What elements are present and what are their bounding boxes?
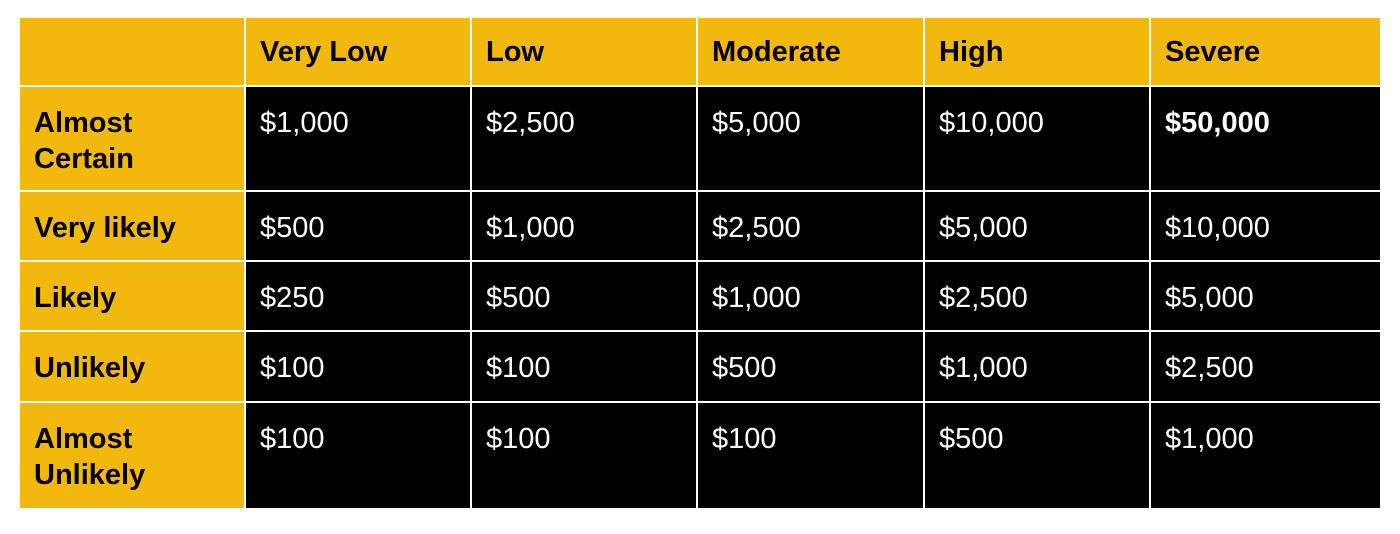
table-cell: $2,500: [472, 87, 696, 190]
table-cell: $1,000: [246, 87, 470, 190]
table-cell: $100: [246, 403, 470, 508]
row-header-unlikely: Unlikely: [20, 332, 244, 401]
table-cell: $10,000: [925, 87, 1149, 190]
table-cell: $5,000: [925, 192, 1149, 260]
table-cell: $50,000: [1151, 87, 1380, 190]
table-cell: $1,000: [472, 192, 696, 260]
column-header-very-low: Very Low: [246, 18, 470, 85]
table-cell: $1,000: [698, 262, 923, 330]
table-cell: $2,500: [1151, 332, 1380, 401]
table-cell: $100: [698, 403, 923, 508]
corner-header-cell: [20, 18, 244, 85]
row-header-likely: Likely: [20, 262, 244, 330]
table-cell: $5,000: [698, 87, 923, 190]
row-header-very-likely: Very likely: [20, 192, 244, 260]
table-cell: $250: [246, 262, 470, 330]
column-header-severe: Severe: [1151, 18, 1380, 85]
risk-cost-table: Very Low Low Moderate High Severe Almost Cert…: [20, 18, 1380, 508]
table-cell: $10,000: [1151, 192, 1380, 260]
column-header-high: High: [925, 18, 1149, 85]
table-cell: $2,500: [925, 262, 1149, 330]
column-header-moderate: Moderate: [698, 18, 923, 85]
table-cell: $500: [472, 262, 696, 330]
row-header-almost-certain: Almost Certain: [20, 87, 244, 190]
table-cell: $2,500: [698, 192, 923, 260]
table-cell: $500: [698, 332, 923, 401]
table-cell: $100: [472, 332, 696, 401]
table-cell: $5,000: [1151, 262, 1380, 330]
table-cell: $1,000: [925, 332, 1149, 401]
table-cell: $1,000: [1151, 403, 1380, 508]
table-cell: $500: [246, 192, 470, 260]
table-cell: $100: [246, 332, 470, 401]
table-cell: $100: [472, 403, 696, 508]
table-cell: $500: [925, 403, 1149, 508]
column-header-low: Low: [472, 18, 696, 85]
row-header-almost-unlikely: Almost Unlikely: [20, 403, 244, 508]
